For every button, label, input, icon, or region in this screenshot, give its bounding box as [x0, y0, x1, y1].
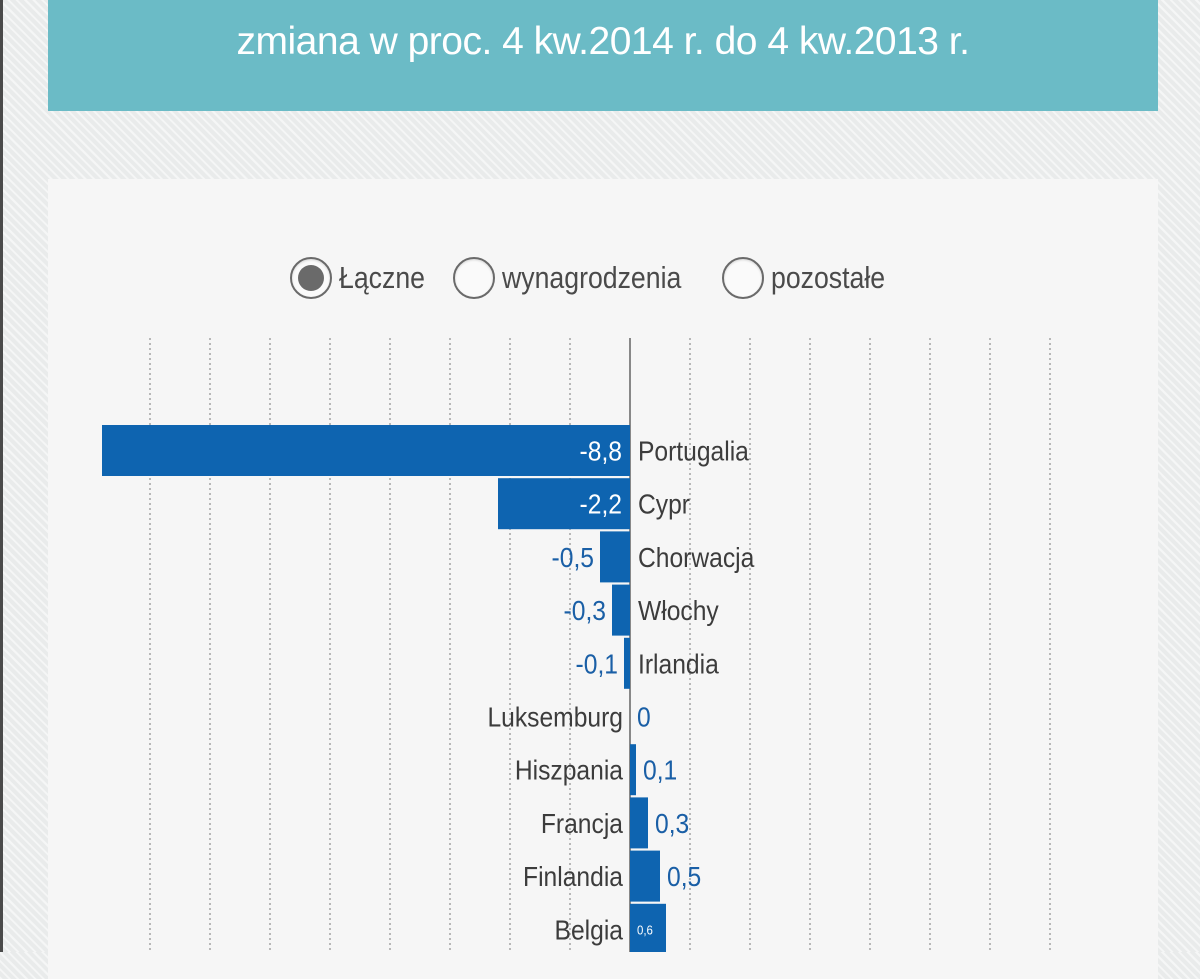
bar-cypr	[498, 478, 630, 530]
category-label: Francja	[541, 807, 623, 839]
bar-belgia	[630, 903, 666, 952]
bar-irlandia	[624, 637, 630, 689]
radio-circle-icon[interactable]	[290, 257, 332, 299]
radio-label-pozostale: pozostałe	[771, 260, 886, 295]
value-label: 0,6	[637, 923, 653, 938]
bar-włochy	[612, 584, 630, 636]
radio-circle-icon[interactable]	[453, 257, 495, 299]
radio-wynagrodzenia[interactable]: wynagrodzenia	[453, 257, 711, 299]
category-label: Chorwacja	[638, 541, 755, 573]
value-label: -0,1	[576, 648, 618, 680]
category-label: Finlandia	[523, 861, 623, 893]
bar-francja	[630, 797, 648, 849]
value-label: -2,2	[580, 488, 622, 520]
radio-label-wynagrodzenia: wynagrodzenia	[502, 260, 682, 295]
bar-finlandia	[630, 850, 660, 902]
window-left-edge	[0, 0, 3, 952]
value-label: -0,5	[552, 541, 594, 573]
radio-selected-dot-icon	[298, 265, 324, 291]
bar-portugalia	[102, 425, 630, 476]
category-label: Luksemburg	[487, 701, 623, 733]
category-label: Włochy	[638, 595, 720, 627]
bar-hiszpania	[630, 744, 636, 796]
category-label: Hiszpania	[515, 754, 623, 786]
category-label: Portugalia	[638, 435, 749, 467]
chart-header: zmiana w proc. 4 kw.2014 r. do 4 kw.2013…	[48, 0, 1158, 111]
bar-chart: Portugalia -8,8 Cypr -2,2 Chorwacja -0,5 Włoch…	[102, 338, 1051, 952]
value-label: -8,8	[580, 435, 622, 467]
value-label: 0,1	[643, 754, 677, 786]
radio-label-laczne: Łączne	[339, 260, 425, 295]
value-label: -0,3	[564, 595, 606, 627]
value-label: 0,5	[667, 861, 701, 893]
radio-laczne[interactable]: Łączne	[290, 257, 439, 299]
value-label: 0,3	[655, 807, 689, 839]
value-label: 0	[637, 701, 651, 733]
category-label: Belgia	[555, 914, 624, 946]
bar-chorwacja	[600, 531, 630, 583]
category-label: Irlandia	[638, 648, 719, 680]
category-label: Cypr	[638, 488, 690, 520]
radio-circle-icon[interactable]	[722, 257, 764, 299]
chart-title: zmiana w proc. 4 kw.2014 r. do 4 kw.2013…	[236, 20, 970, 63]
radio-pozostale[interactable]: pozostałe	[722, 257, 904, 299]
